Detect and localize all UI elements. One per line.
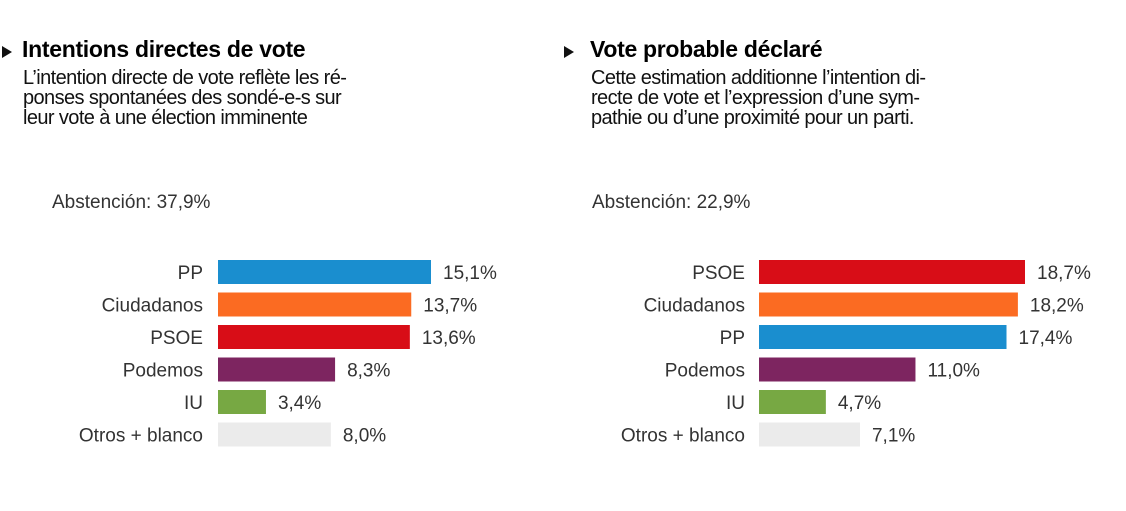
bar-chart-direct-vote: PP 15,1% Ciudadanos 13,7% PSOE 13,6% Podemos 8,…	[79, 260, 497, 447]
bar	[759, 422, 860, 447]
subtitle-line: ponses spontanées des sondé-e-s sur	[23, 87, 342, 109]
category-label: Ciudadanos	[102, 296, 203, 317]
bar	[218, 390, 266, 414]
bullet-arrow-icon	[2, 46, 12, 58]
category-label: PSOE	[150, 328, 203, 349]
subtitle-line: leur vote à une élection imminente	[23, 107, 308, 129]
bar	[218, 357, 336, 382]
value-label: 13,6%	[422, 328, 476, 349]
chart-panel-direct-vote: Intentions directes de vote L’intention …	[0, 0, 540, 511]
value-label: 15,1%	[443, 263, 497, 284]
chart-panel-probable-vote: Vote probable déclaré Cette estimation a…	[562, 0, 1102, 511]
bar	[759, 292, 1018, 317]
bar	[759, 325, 1007, 349]
subtitle-line: recte de vote et l’expression d’une sym-	[591, 87, 920, 109]
abstention-note: Abstención: 22,9%	[592, 192, 751, 213]
category-label: PP	[178, 263, 203, 284]
value-label: 18,7%	[1037, 263, 1091, 284]
value-label: 7,1%	[872, 426, 915, 447]
bar	[759, 357, 916, 382]
category-label: IU	[184, 393, 203, 414]
bullet-arrow-icon	[564, 46, 574, 58]
value-label: 13,7%	[423, 296, 477, 317]
subtitle-line: L’intention directe de vote reflète les …	[23, 67, 347, 89]
category-label: IU	[726, 393, 745, 414]
chart-subtitle: L’intention directe de vote reflète les …	[23, 67, 347, 129]
abstention-note: Abstención: 37,9%	[52, 192, 211, 213]
value-label: 8,0%	[343, 426, 386, 447]
value-label: 8,3%	[347, 361, 390, 382]
bar	[759, 390, 826, 414]
bar	[218, 260, 431, 284]
category-label: Podemos	[665, 361, 745, 382]
category-label: Otros + blanco	[621, 426, 745, 447]
bar	[218, 325, 410, 349]
bar	[218, 292, 412, 317]
value-label: 17,4%	[1019, 328, 1073, 349]
value-label: 18,2%	[1030, 296, 1084, 317]
bar-chart-probable-vote: PSOE 18,7% Ciudadanos 18,2% PP 17,4% Podemos 11…	[621, 260, 1091, 447]
category-label: Otros + blanco	[79, 426, 203, 447]
value-label: 11,0%	[927, 361, 980, 382]
chart-subtitle: Cette estimation additionne l’intention …	[591, 67, 926, 129]
value-label: 3,4%	[278, 393, 321, 414]
category-label: Podemos	[123, 361, 203, 382]
bar	[759, 260, 1025, 284]
category-label: PSOE	[692, 263, 745, 284]
chart-title: Intentions directes de vote	[22, 36, 306, 62]
chart-title: Vote probable déclaré	[590, 36, 823, 62]
category-label: Ciudadanos	[644, 296, 745, 317]
subtitle-line: pathie ou d’une proximité pour un parti.	[591, 107, 914, 129]
bar	[218, 422, 331, 447]
subtitle-line: Cette estimation additionne l’intention …	[591, 67, 926, 89]
value-label: 4,7%	[838, 393, 881, 414]
category-label: PP	[720, 328, 745, 349]
